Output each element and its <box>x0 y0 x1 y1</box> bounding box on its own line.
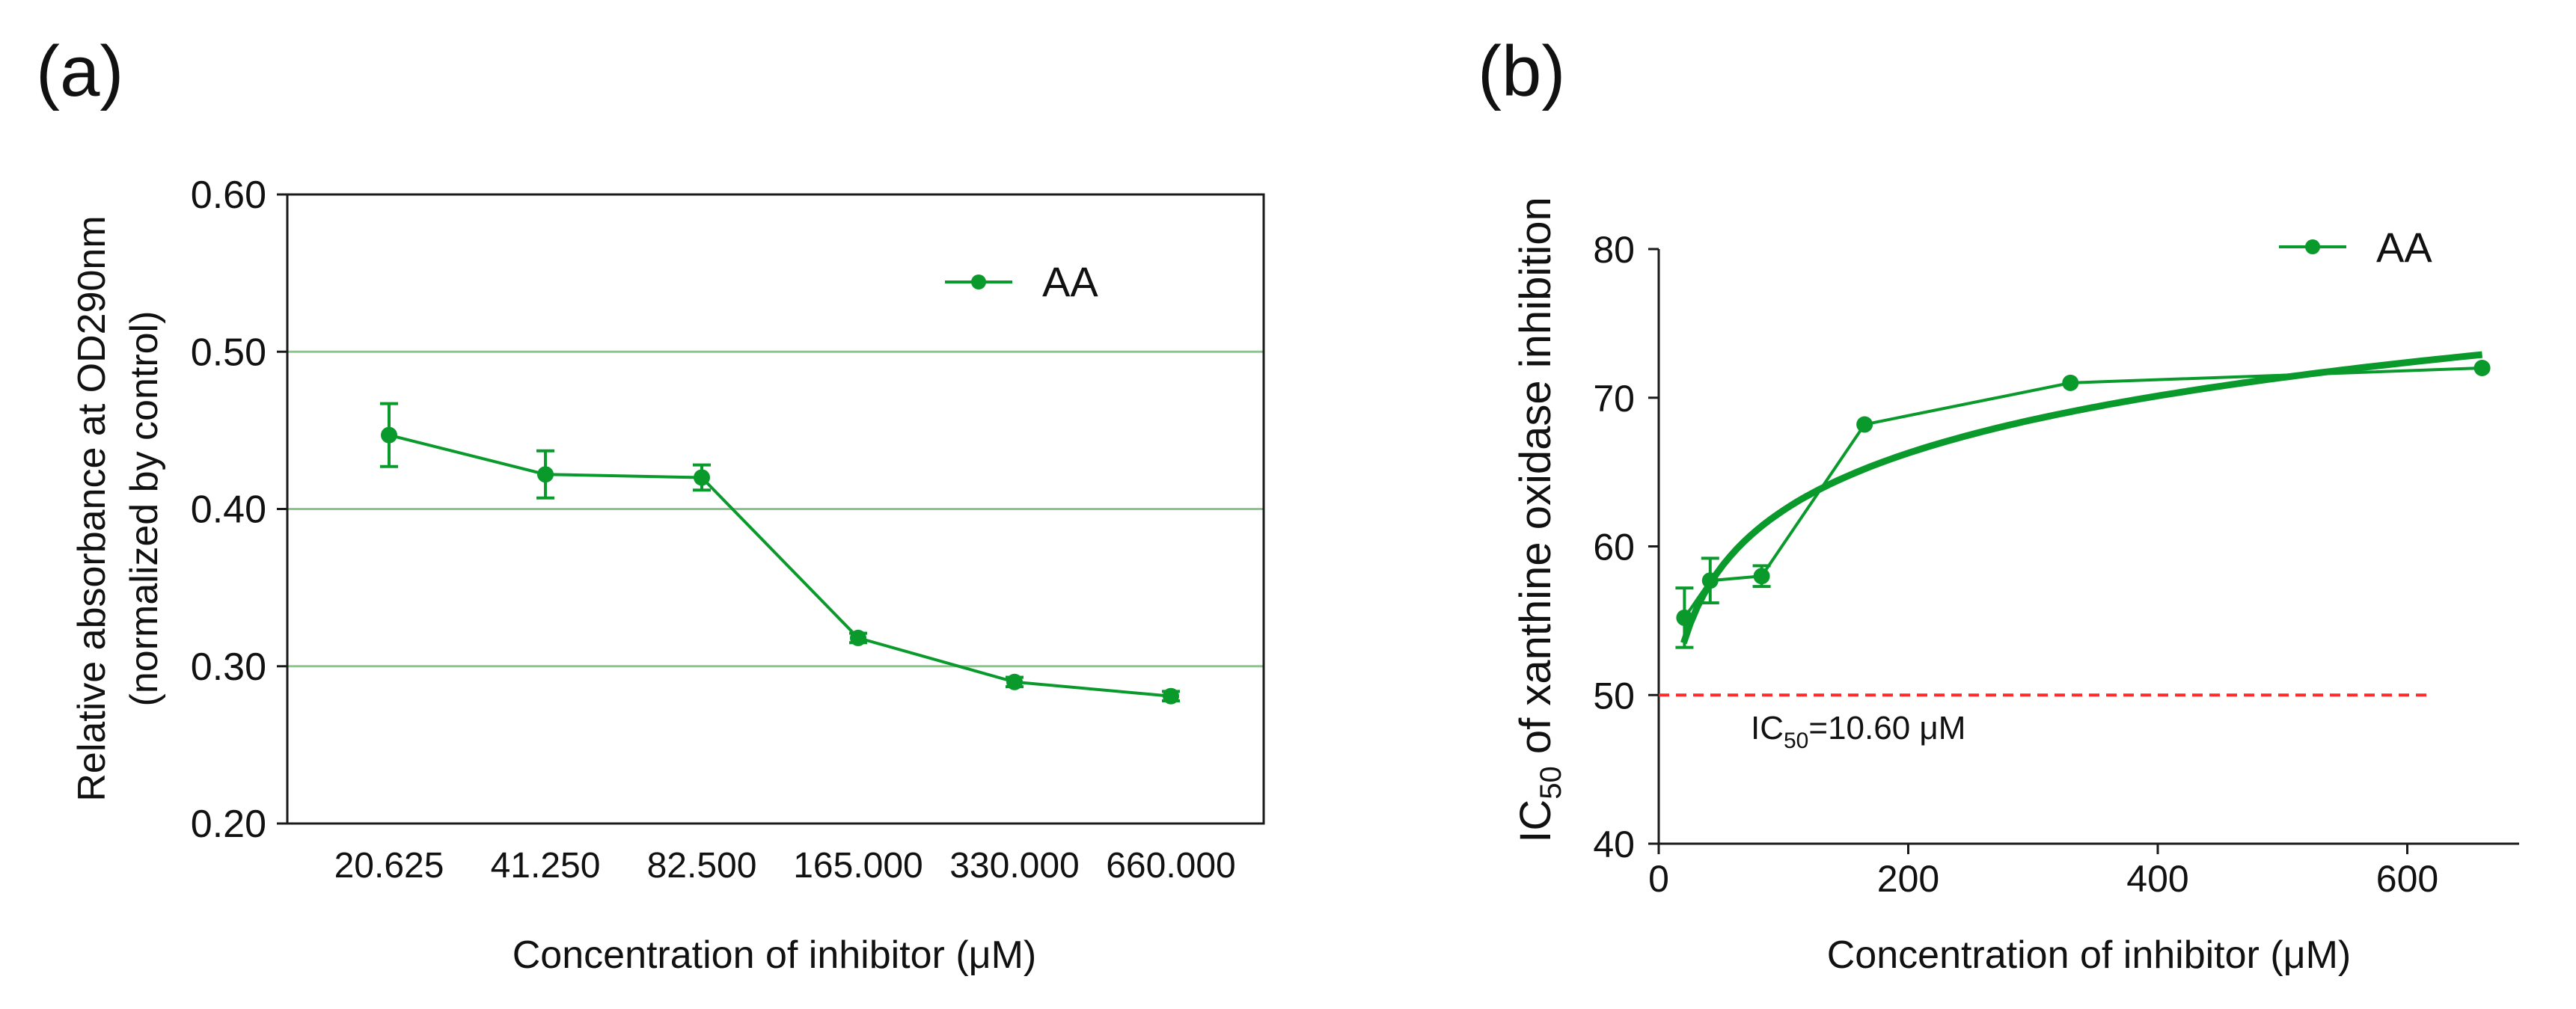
panel-b-data-point <box>1856 416 1873 433</box>
panel-b-x-axis-title: Concentration of inhibitor (μM) <box>1827 933 2351 977</box>
panel-b-data-point <box>1753 568 1770 585</box>
panel-a-y-tick-label: 0.20 <box>191 803 266 846</box>
panel-a-x-ticks: 20.625 41.250 82.500 165.000 330.000 660.000 <box>334 846 1236 886</box>
panel-a-x-axis-title: Concentration of inhibitor (μM) <box>513 933 1036 977</box>
panel-a-data-point <box>381 426 397 444</box>
panel-b-data-point <box>1676 609 1693 626</box>
panel-a-y-ticks: 0.20 0.30 0.40 0.50 0.60 <box>191 174 287 846</box>
panel-a-x-tick-label: 82.500 <box>647 846 757 886</box>
panel-a-y-tick-label: 0.30 <box>191 645 266 689</box>
panel-b-series-line <box>1683 367 2482 619</box>
panel-b-y-tick-label: 40 <box>1593 824 1635 865</box>
panel-b-legend: AA <box>2279 224 2432 271</box>
panel-a-data-point <box>1006 673 1023 690</box>
panel-b-series-aa <box>1675 360 2491 649</box>
panel-a-x-tick-label: 41.250 <box>491 846 601 886</box>
panel-b-y-tick-label: 60 <box>1593 527 1635 568</box>
panel-a-x-tick-label: 660.000 <box>1106 846 1236 886</box>
panel-b-data-point <box>1701 572 1719 589</box>
panel-b-fit-curve <box>1680 351 2483 645</box>
panel-b-legend-label: AA <box>2376 224 2432 271</box>
panel-a: (a) 0.20 0.30 0.40 0.50 0.60 20.625 41.250 82.… <box>36 31 1265 977</box>
panel-a-series-line <box>388 433 1172 698</box>
panel-b-x-tick-label: 400 <box>2126 858 2188 900</box>
panel-a-data-point <box>537 466 554 483</box>
panel-a-legend-marker <box>971 275 986 289</box>
panel-a-y-tick-label: 0.50 <box>191 331 266 374</box>
panel-b-y-axis-title: IC50 of xanthine oxidase inhibition <box>1511 197 1567 842</box>
panel-a-y-axis-title-line1: Relative absorbance at OD290nm <box>70 215 114 801</box>
panel-b-y-tick-label: 50 <box>1593 675 1635 717</box>
panel-b-y-tick-label: 80 <box>1593 229 1635 271</box>
panel-a-gridlines <box>287 350 1264 668</box>
panel-b-y-tick-label: 70 <box>1593 378 1635 420</box>
panel-a-y-tick-label: 0.40 <box>191 488 266 532</box>
panel-b-x-ticks: 0 200 400 600 <box>1648 844 2438 900</box>
panel-a-series-aa <box>380 402 1180 705</box>
panel-a-data-point <box>1163 687 1179 705</box>
panel-a-x-tick-label: 20.625 <box>334 846 444 886</box>
panel-a-y-axis-title-line2: (normalized by control) <box>123 311 166 707</box>
panel-a-x-tick-label: 330.000 <box>949 846 1080 886</box>
panel-a-y-tick-label: 0.60 <box>191 174 266 217</box>
panel-b-ic50-label: IC50=10.60 μM <box>1751 710 1965 753</box>
panel-a-legend-label: AA <box>1042 258 1098 305</box>
panel-b-label: (b) <box>1478 31 1565 111</box>
panel-b-x-tick-label: 200 <box>1877 858 1939 900</box>
panel-b-x-tick-label: 600 <box>2376 858 2438 900</box>
panel-b-x-tick-label: 0 <box>1648 858 1669 900</box>
panel-a-data-point <box>694 469 710 486</box>
panel-b-legend-marker <box>2305 239 2320 254</box>
panel-b-y-ticks: 40 50 60 70 80 <box>1593 229 1659 865</box>
panel-a-data-point <box>850 629 866 646</box>
panel-a-label: (a) <box>36 31 123 111</box>
panel-b-data-point <box>2062 374 2079 391</box>
panel-b-data-point <box>2473 360 2491 376</box>
panel-a-x-tick-label: 165.000 <box>793 846 923 886</box>
panel-a-legend: AA <box>945 258 1098 305</box>
